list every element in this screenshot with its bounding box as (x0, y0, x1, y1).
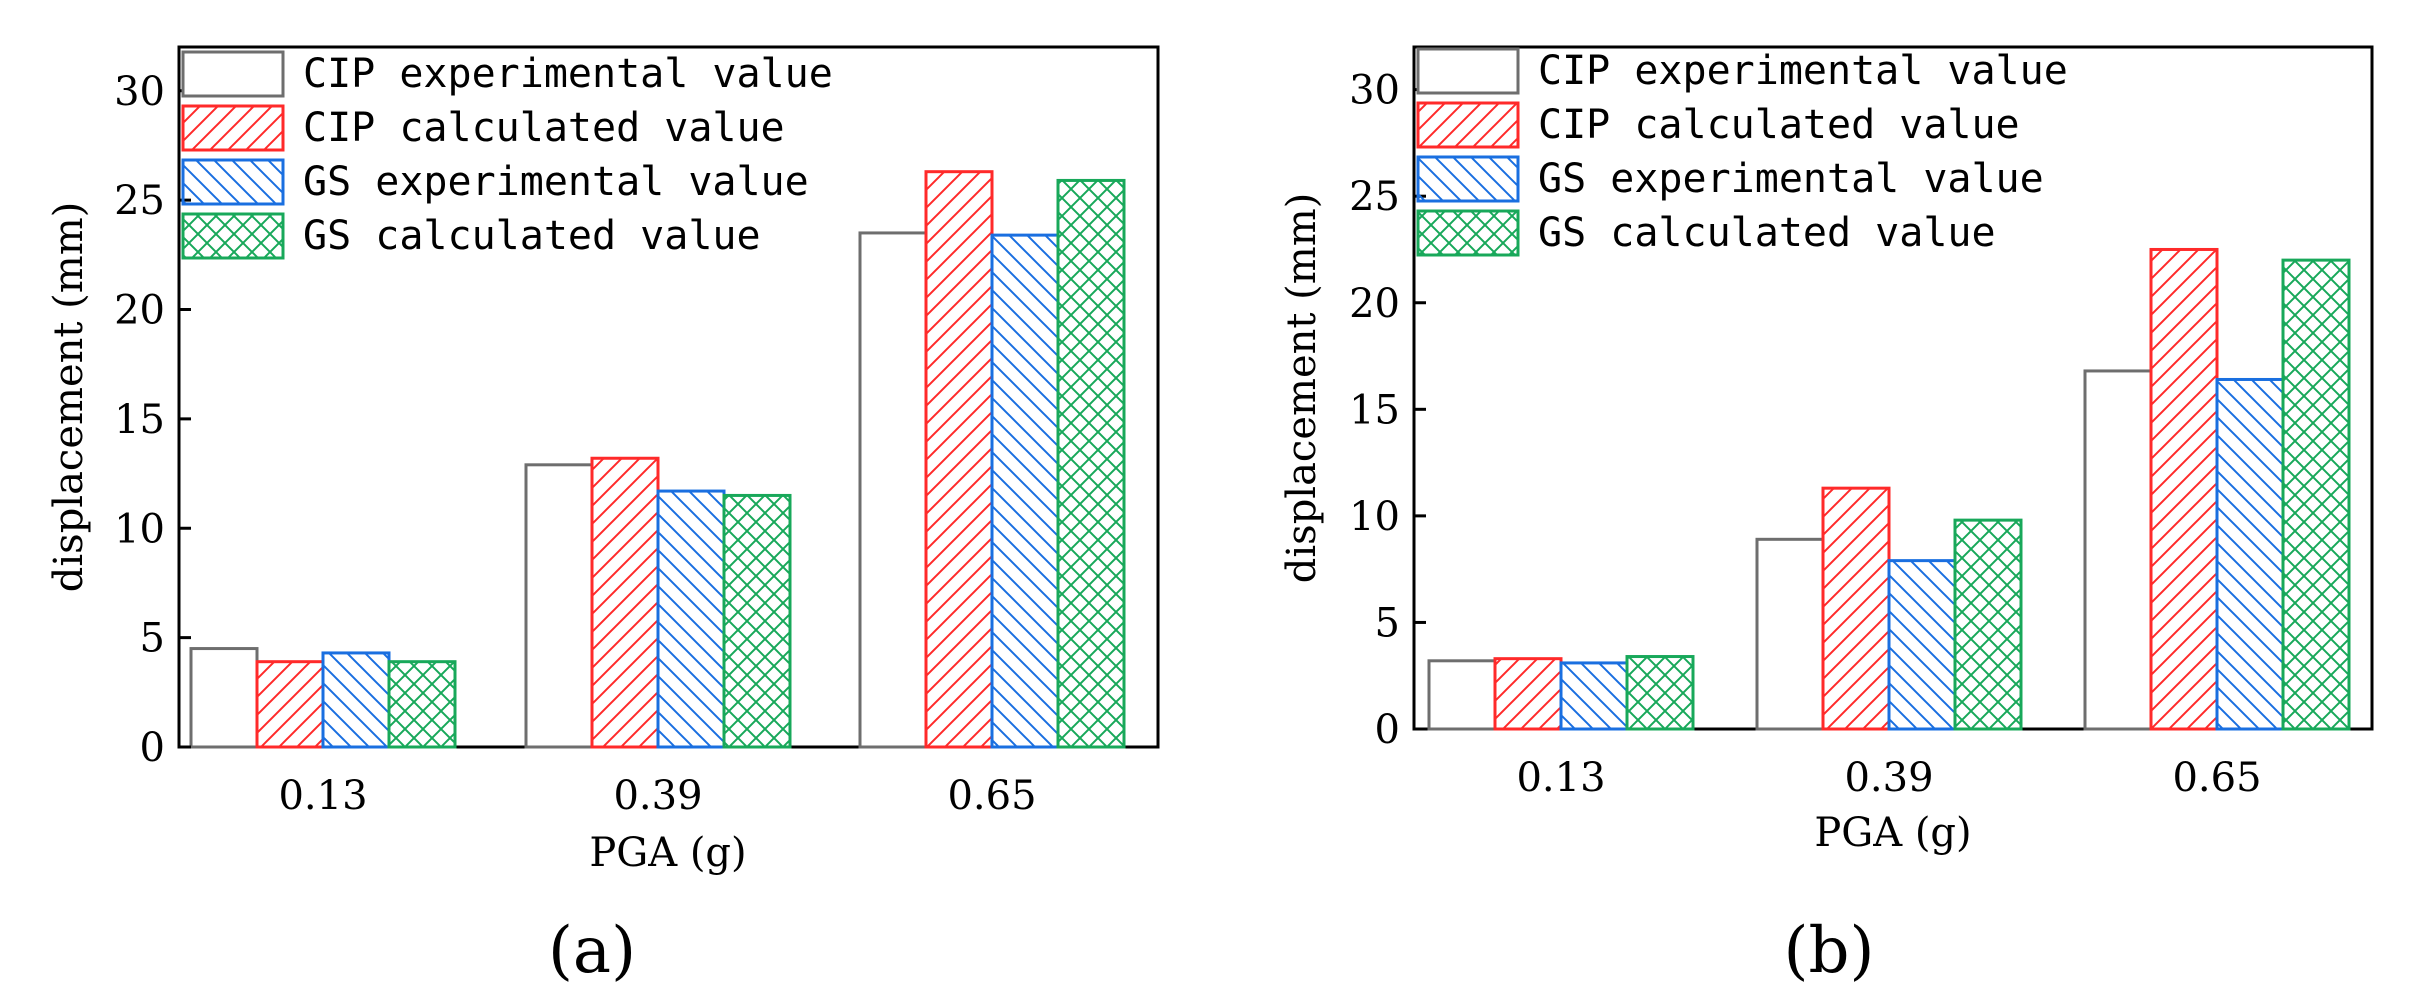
x-axis-label: PGA (g) (589, 830, 746, 876)
legend: CIP experimental value CIP calculated val… (181, 50, 833, 260)
panel-label-a: (a) (548, 914, 636, 988)
legend-swatch-cip_calc (1416, 101, 1520, 149)
legend-label: CIP calculated value (1538, 102, 2020, 148)
legend-label: GS experimental value (1538, 156, 2044, 202)
x-axis-ticks: 0.13 0.39 0.65 (278, 773, 1036, 819)
y-tick-label: 0 (1375, 707, 1400, 753)
bar-cip_calc-0 (255, 660, 325, 749)
y-tick-label: 15 (114, 397, 165, 443)
bar-gs_exp-2 (2215, 377, 2285, 731)
panel-label-b: (b) (1784, 914, 1875, 988)
bar-cip_exp-1 (524, 463, 594, 749)
bar-cip_exp-0 (189, 647, 259, 749)
bar-cip_exp-2 (858, 231, 928, 749)
y-tick-label: 20 (1349, 281, 1400, 327)
bar-gs_calc-0 (387, 660, 457, 749)
bar-cip_calc-0 (1493, 657, 1563, 731)
y-tick-label: 10 (1349, 494, 1400, 540)
chart-panel-a: 0 5 10 15 20 25 30 0.13 0.39 0.65 CIP experiment… (46, 45, 1160, 988)
bar-cip_calc-2 (2149, 247, 2219, 731)
bar-cip_exp-2 (2083, 369, 2153, 731)
bar-cip_calc-2 (924, 170, 994, 749)
bar-gs_calc-2 (2281, 258, 2351, 731)
bar-gs_exp-0 (321, 651, 391, 749)
legend-label: GS calculated value (303, 213, 761, 259)
legend-swatch-cip_calc (181, 104, 285, 152)
legend-label: CIP calculated value (303, 105, 785, 151)
x-tick-label: 0.13 (278, 773, 367, 819)
bar-cip_exp-1 (1755, 537, 1825, 731)
bar-gs_calc-1 (1953, 518, 2023, 731)
x-axis-ticks: 0.13 0.39 0.65 (1516, 755, 2261, 801)
legend-label: CIP experimental value (303, 51, 833, 97)
legend-swatch-gs_calc (181, 212, 285, 260)
y-tick-label: 30 (114, 69, 165, 115)
y-axis-ticks: 0 5 10 15 20 25 30 (114, 69, 191, 771)
bar-gs_exp-1 (1887, 559, 1957, 731)
bar-gs_exp-0 (1559, 661, 1629, 731)
y-axis-ticks: 0 5 10 15 20 25 30 (1349, 68, 1426, 753)
bar-cip_exp-0 (1427, 659, 1497, 731)
y-axis-label: displacement (mm) (1279, 193, 1325, 583)
bars-group (1427, 247, 2351, 731)
y-tick-label: 30 (1349, 68, 1400, 114)
x-tick-label: 0.65 (2172, 755, 2261, 801)
bar-gs_calc-1 (722, 493, 792, 749)
x-axis-label: PGA (g) (1814, 810, 1971, 856)
y-axis-label: displacement (mm) (46, 202, 92, 592)
bar-gs_calc-2 (1056, 178, 1126, 749)
legend-swatch-gs_exp (181, 158, 285, 206)
x-tick-label: 0.39 (613, 773, 702, 819)
bars-group (189, 170, 1126, 749)
y-tick-label: 0 (140, 725, 165, 771)
y-tick-label: 5 (1375, 600, 1400, 646)
legend-swatch-gs_calc (1416, 209, 1520, 257)
bar-gs_exp-2 (990, 233, 1060, 749)
y-tick-label: 5 (140, 616, 165, 662)
legend-swatch-cip_exp (1416, 47, 1520, 95)
bar-cip_calc-1 (590, 456, 660, 749)
legend-label: GS experimental value (303, 159, 809, 205)
legend-swatch-cip_exp (181, 50, 285, 98)
x-tick-label: 0.13 (1516, 755, 1605, 801)
legend-label: CIP experimental value (1538, 48, 2068, 94)
bar-cip_calc-1 (1821, 486, 1891, 731)
bar-gs_calc-0 (1625, 655, 1695, 731)
y-tick-label: 10 (114, 506, 165, 552)
chart-panel-b: 0 5 10 15 20 25 30 0.13 0.39 0.65 CIP experiment… (1279, 45, 2374, 988)
x-tick-label: 0.39 (1844, 755, 1933, 801)
legend: CIP experimental value CIP calculated val… (1416, 47, 2068, 257)
legend-swatch-gs_exp (1416, 155, 1520, 203)
y-tick-label: 15 (1349, 387, 1400, 433)
x-tick-label: 0.65 (947, 773, 1036, 819)
y-tick-label: 25 (1349, 174, 1400, 220)
legend-label: GS calculated value (1538, 210, 1996, 256)
y-tick-label: 20 (114, 288, 165, 334)
y-tick-label: 25 (114, 178, 165, 224)
bar-gs_exp-1 (656, 489, 726, 749)
